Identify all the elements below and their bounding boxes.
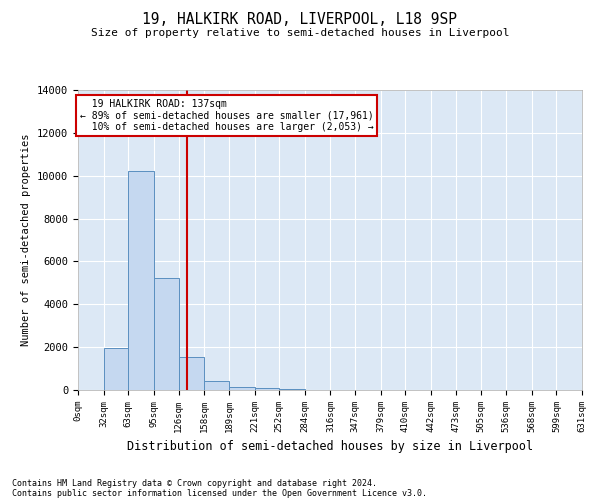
Bar [279, 388, 305, 390]
Text: Contains public sector information licensed under the Open Government Licence v3: Contains public sector information licen… [12, 488, 427, 498]
Text: 19, HALKIRK ROAD, LIVERPOOL, L18 9SP: 19, HALKIRK ROAD, LIVERPOOL, L18 9SP [143, 12, 458, 28]
Bar [229, 387, 254, 390]
Text: 19 HALKIRK ROAD: 137sqm
← 89% of semi-detached houses are smaller (17,961)
  10%: 19 HALKIRK ROAD: 137sqm ← 89% of semi-de… [80, 98, 373, 132]
Bar [154, 278, 179, 390]
Bar [179, 357, 204, 390]
Bar [104, 348, 128, 390]
Text: Size of property relative to semi-detached houses in Liverpool: Size of property relative to semi-detach… [91, 28, 509, 38]
Y-axis label: Number of semi-detached properties: Number of semi-detached properties [22, 134, 31, 346]
X-axis label: Distribution of semi-detached houses by size in Liverpool: Distribution of semi-detached houses by … [127, 440, 533, 454]
Bar [204, 382, 229, 390]
Bar [254, 388, 279, 390]
Text: Contains HM Land Registry data © Crown copyright and database right 2024.: Contains HM Land Registry data © Crown c… [12, 478, 377, 488]
Bar [128, 172, 154, 390]
